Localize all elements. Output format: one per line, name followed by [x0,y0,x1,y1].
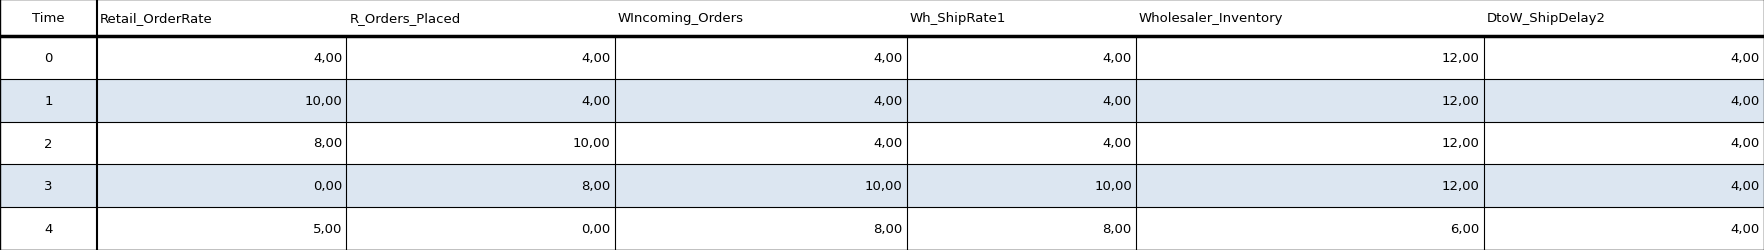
Text: 12,00: 12,00 [1441,94,1480,107]
Bar [1136,0,1484,37]
Bar [0,80,97,122]
Text: 4,00: 4,00 [1102,137,1132,150]
Bar [1484,165,1764,207]
Text: 10,00: 10,00 [864,180,903,192]
Text: Retail_OrderRate: Retail_OrderRate [101,12,212,25]
Text: 4,00: 4,00 [582,94,610,107]
Bar [346,207,614,250]
Bar [907,165,1136,207]
Bar [1136,207,1484,250]
Text: 8,00: 8,00 [312,137,342,150]
Text: 4,00: 4,00 [1102,94,1132,107]
Bar [1136,80,1484,122]
Text: 4,00: 4,00 [1730,94,1760,107]
Bar [614,165,907,207]
Text: 4,00: 4,00 [1730,52,1760,65]
Text: Time: Time [32,12,65,25]
Text: 4,00: 4,00 [582,52,610,65]
Bar [97,165,346,207]
Bar [907,80,1136,122]
Bar [0,165,97,207]
Bar [97,122,346,165]
Bar [907,37,1136,80]
Text: 10,00: 10,00 [305,94,342,107]
Text: 12,00: 12,00 [1441,137,1480,150]
Text: 4,00: 4,00 [873,94,903,107]
Text: 4,00: 4,00 [1730,222,1760,235]
Text: WIncoming_Orders: WIncoming_Orders [617,12,744,25]
Bar [1484,37,1764,80]
Text: 4,00: 4,00 [873,137,903,150]
Text: 3: 3 [44,180,53,192]
Bar [614,80,907,122]
Text: 10,00: 10,00 [1094,180,1132,192]
Bar [907,207,1136,250]
Bar [614,0,907,37]
Text: R_Orders_Placed: R_Orders_Placed [349,12,460,25]
Text: 4,00: 4,00 [1102,52,1132,65]
Text: 4,00: 4,00 [1730,180,1760,192]
Text: 0,00: 0,00 [582,222,610,235]
Bar [346,80,614,122]
Text: Wh_ShipRate1: Wh_ShipRate1 [910,12,1005,25]
Text: 10,00: 10,00 [573,137,610,150]
Text: 12,00: 12,00 [1441,52,1480,65]
Bar [346,0,614,37]
Text: DtoW_ShipDelay2: DtoW_ShipDelay2 [1487,12,1605,25]
Text: 12,00: 12,00 [1441,180,1480,192]
Bar [346,165,614,207]
Bar [0,122,97,165]
Bar [0,207,97,250]
Bar [614,122,907,165]
Bar [97,207,346,250]
Text: 5,00: 5,00 [312,222,342,235]
Bar [1484,0,1764,37]
Text: 8,00: 8,00 [582,180,610,192]
Text: 0,00: 0,00 [312,180,342,192]
Text: 2: 2 [44,137,53,150]
Bar [907,122,1136,165]
Text: 1: 1 [44,94,53,107]
Bar [1136,122,1484,165]
Bar [1484,122,1764,165]
Text: 4,00: 4,00 [873,52,903,65]
Bar [97,0,346,37]
Text: 4,00: 4,00 [1730,137,1760,150]
Bar [1136,37,1484,80]
Bar [97,80,346,122]
Bar [346,37,614,80]
Bar [907,0,1136,37]
Bar [1484,80,1764,122]
Bar [0,37,97,80]
Bar [614,207,907,250]
Text: 8,00: 8,00 [873,222,903,235]
Bar [614,37,907,80]
Text: 0: 0 [44,52,53,65]
Text: 4,00: 4,00 [312,52,342,65]
Bar [1136,165,1484,207]
Bar [0,0,97,37]
Text: Wholesaler_Inventory: Wholesaler_Inventory [1140,12,1284,25]
Text: 8,00: 8,00 [1102,222,1132,235]
Text: 6,00: 6,00 [1450,222,1480,235]
Bar [1484,207,1764,250]
Text: 4: 4 [44,222,53,235]
Bar [346,122,614,165]
Bar [97,37,346,80]
